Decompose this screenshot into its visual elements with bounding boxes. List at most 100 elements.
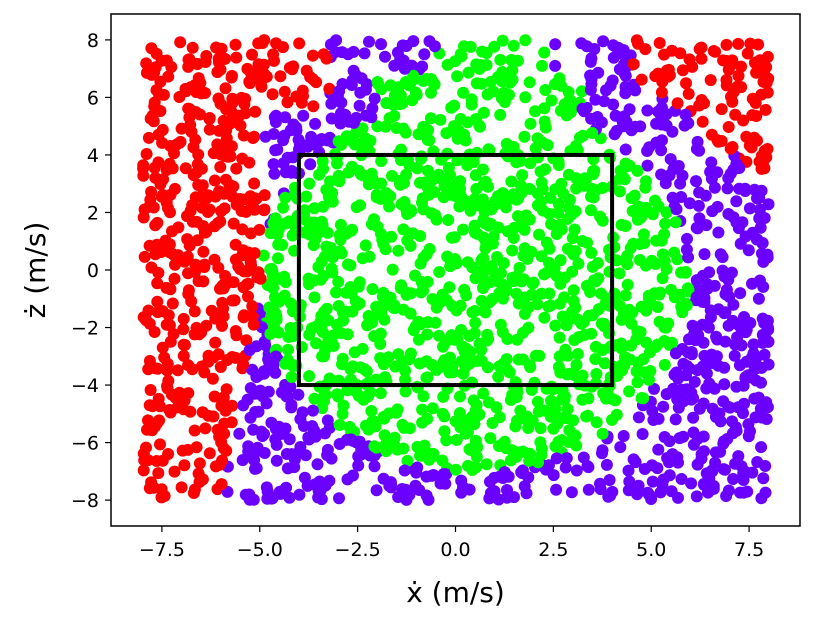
scatter-point: [281, 96, 294, 109]
scatter-point: [631, 488, 644, 501]
scatter-point: [496, 34, 509, 47]
scatter-point: [333, 171, 346, 184]
scatter-point: [538, 46, 551, 59]
scatter-point: [560, 452, 573, 465]
scatter-point: [182, 387, 195, 400]
scatter-point: [332, 135, 345, 148]
scatter-point: [589, 184, 602, 197]
scatter-point: [519, 34, 532, 47]
scatter-point: [318, 395, 330, 408]
scatter-point: [368, 440, 381, 453]
scatter-point: [171, 364, 184, 377]
scatter-point: [255, 80, 268, 93]
scatter-point: [385, 230, 398, 243]
scatter-point: [409, 269, 421, 282]
scatter-point: [705, 156, 718, 169]
scatter-point: [416, 416, 429, 429]
scatter-point: [199, 422, 212, 435]
scatter-point: [549, 38, 562, 51]
scatter-point: [333, 438, 346, 450]
scatter-point: [637, 228, 650, 241]
scatter-point: [451, 70, 464, 83]
scatter-point: [179, 162, 192, 175]
scatter-point: [693, 144, 706, 157]
scatter-point: [681, 346, 694, 359]
scatter-point: [335, 107, 347, 120]
scatter-point: [669, 347, 682, 360]
scatter-point: [300, 139, 313, 152]
scatter-point: [174, 36, 187, 49]
scatter-point: [187, 487, 200, 499]
scatter-point: [519, 413, 532, 426]
scatter-point: [673, 432, 686, 445]
scatter-point: [558, 98, 571, 111]
scatter-point: [398, 464, 411, 477]
scatter-point: [182, 53, 195, 66]
scatter-point: [213, 458, 226, 471]
scatter-point: [469, 226, 482, 239]
scatter-point: [268, 291, 281, 304]
scatter-point: [266, 269, 279, 282]
scatter-point: [477, 282, 489, 294]
scatter-point: [518, 291, 531, 304]
scatter-point: [510, 450, 523, 463]
scatter-point: [212, 348, 225, 361]
scatter-point: [392, 348, 405, 361]
scatter-point: [758, 317, 771, 330]
scatter-point: [531, 395, 544, 408]
scatter-point: [603, 474, 616, 486]
scatter-point: [469, 272, 482, 285]
scatter-point: [156, 341, 169, 354]
scatter-point: [594, 483, 607, 496]
scatter-point: [596, 214, 609, 227]
scatter-point: [274, 70, 287, 83]
scatter-point: [304, 158, 317, 171]
scatter-point: [267, 362, 280, 374]
scatter-point: [734, 287, 747, 300]
y-tick-label: 8: [87, 30, 99, 52]
scatter-point: [409, 479, 422, 492]
scatter-point: [252, 58, 265, 71]
scatter-point: [143, 317, 156, 330]
scatter-point: [459, 361, 472, 373]
scatter-point: [244, 227, 257, 240]
scatter-point: [455, 50, 468, 63]
scatter-point: [541, 139, 554, 152]
scatter-point: [436, 454, 449, 467]
scatter-point: [214, 361, 227, 373]
scatter-point: [269, 116, 282, 129]
scatter-point: [664, 153, 677, 166]
scatter-point: [724, 142, 737, 155]
scatter-point: [483, 492, 496, 505]
scatter-point: [248, 177, 261, 190]
scatter-point: [316, 155, 329, 168]
scatter-point: [333, 492, 345, 505]
scatter-point: [690, 274, 703, 287]
scatter-point: [420, 371, 433, 384]
scatter-point: [524, 157, 537, 170]
scatter-point: [336, 407, 349, 420]
scatter-point: [481, 88, 494, 101]
scatter-point: [544, 191, 557, 204]
scatter-point: [226, 399, 239, 412]
scatter-point: [448, 99, 461, 112]
scatter-point: [534, 422, 547, 435]
scatter-point: [623, 159, 636, 172]
x-tick-label: 0.0: [440, 539, 470, 561]
scatter-point: [586, 260, 599, 273]
scatter-point: [571, 313, 584, 326]
scatter-point: [534, 165, 547, 178]
scatter-point: [400, 493, 413, 506]
scatter-point: [511, 385, 524, 398]
scatter-point: [450, 179, 463, 192]
scatter-point: [479, 242, 492, 255]
bounding-box-annotation: [296, 152, 615, 388]
scatter-point: [383, 200, 396, 213]
scatter-point: [668, 246, 681, 259]
scatter-point: [570, 439, 583, 452]
scatter-point: [363, 35, 375, 48]
scatter-point: [717, 395, 730, 408]
scatter-point: [641, 159, 654, 172]
scatter-point: [144, 384, 157, 396]
